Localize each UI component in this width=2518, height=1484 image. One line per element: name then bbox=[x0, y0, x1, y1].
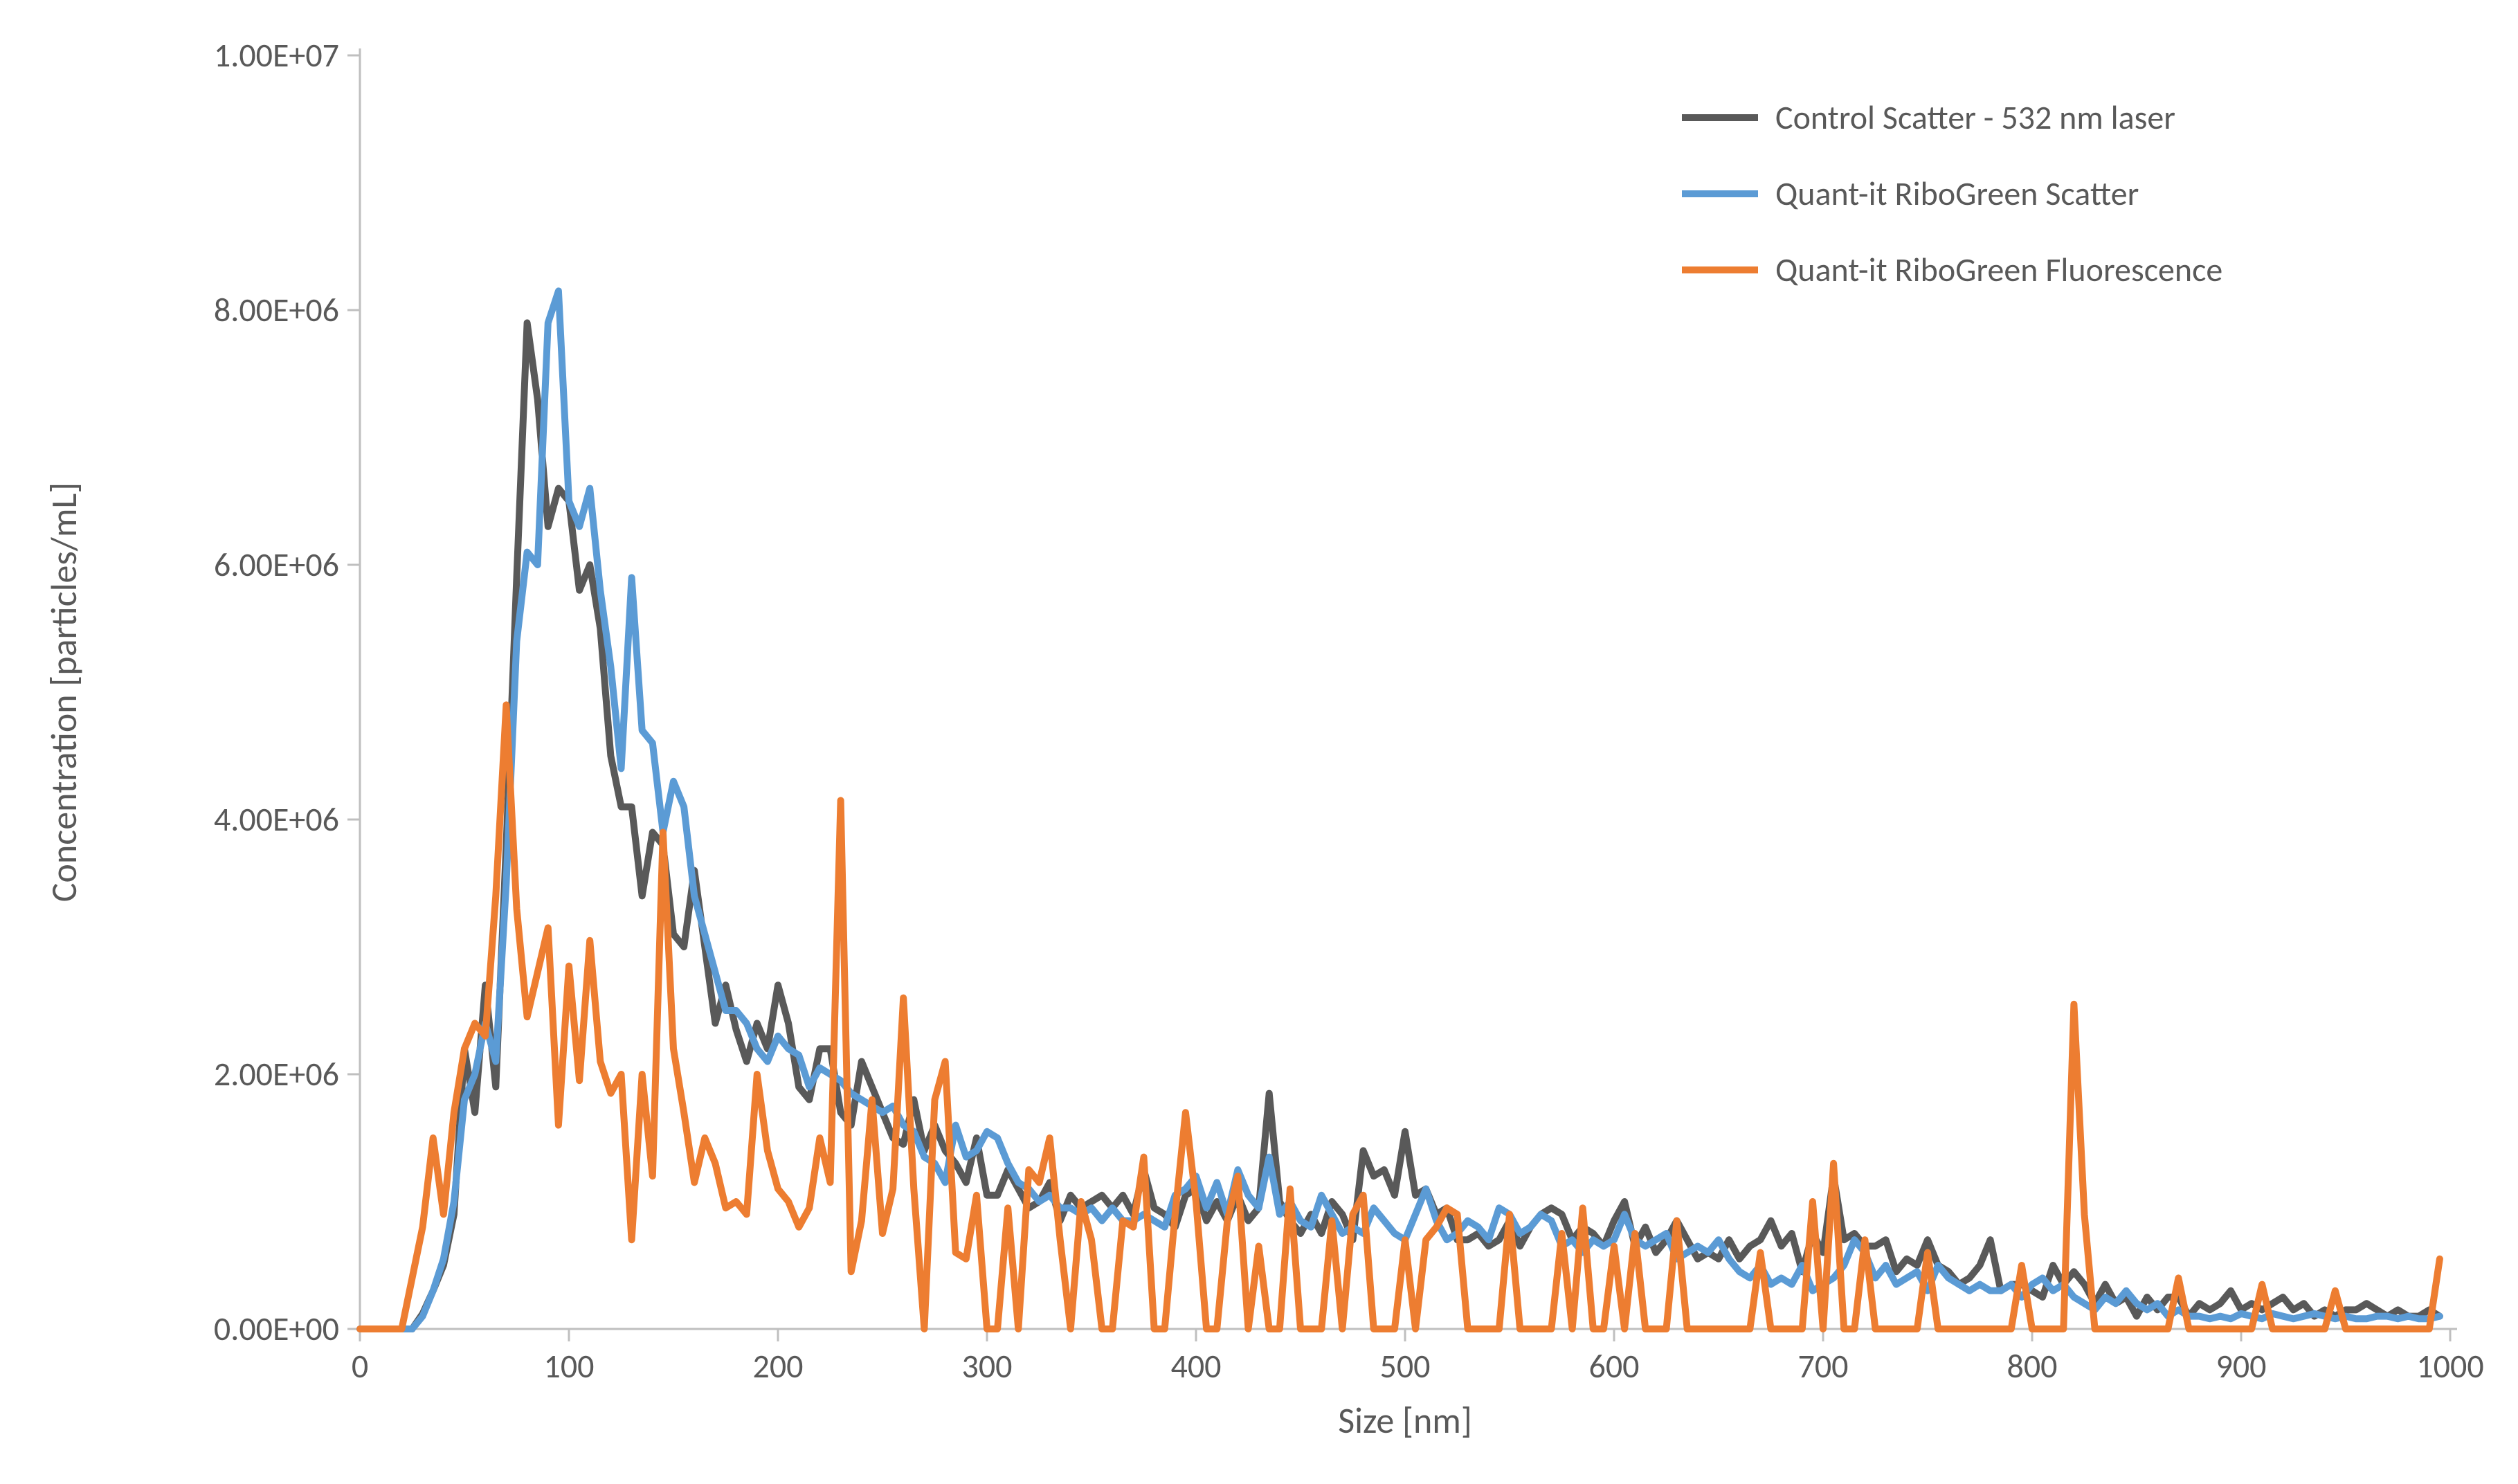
x-tick-label: 900 bbox=[2216, 1346, 2267, 1386]
x-tick-label: 300 bbox=[962, 1346, 1013, 1386]
y-tick-label: 2.00E+06 bbox=[214, 1053, 339, 1094]
y-tick-label: 4.00E+06 bbox=[214, 799, 339, 840]
y-tick-label: 6.00E+06 bbox=[214, 544, 339, 585]
x-tick-label: 700 bbox=[1798, 1346, 1849, 1386]
x-tick-label: 1000 bbox=[2416, 1346, 2483, 1386]
chart-svg: 0.00E+00 2.00E+06 4.00E+06 6.00E+06 8.00E+06… bbox=[0, 0, 2518, 1484]
legend-label-2: Quant-it RiboGreen Fluorescence bbox=[1775, 249, 2222, 290]
y-tick-label: 0.00E+00 bbox=[214, 1308, 339, 1349]
legend-label-1: Quant-it RiboGreen Scatter bbox=[1775, 173, 2139, 214]
legend-label-0: Control Scatter - 532 nm laser bbox=[1775, 97, 2175, 138]
x-tick-label: 100 bbox=[544, 1346, 595, 1386]
y-tick-label: 1.00E+07 bbox=[214, 35, 339, 75]
x-axis-label: Size [nm] bbox=[1338, 1398, 1472, 1442]
series-line-0 bbox=[360, 323, 2440, 1329]
x-tick-label: 200 bbox=[753, 1346, 804, 1386]
x-tick-label: 800 bbox=[2007, 1346, 2058, 1386]
particle-size-distribution-chart: 0.00E+00 2.00E+06 4.00E+06 6.00E+06 8.00E+06… bbox=[0, 0, 2518, 1484]
y-tick-label: 8.00E+06 bbox=[214, 289, 339, 330]
x-tick-label: 500 bbox=[1380, 1346, 1431, 1386]
x-tick-label: 400 bbox=[1171, 1346, 1222, 1386]
x-tick-label: 0 bbox=[352, 1346, 368, 1386]
y-axis-label: Concentration [particles/mL] bbox=[42, 482, 86, 902]
x-tick-label: 600 bbox=[1589, 1346, 1640, 1386]
